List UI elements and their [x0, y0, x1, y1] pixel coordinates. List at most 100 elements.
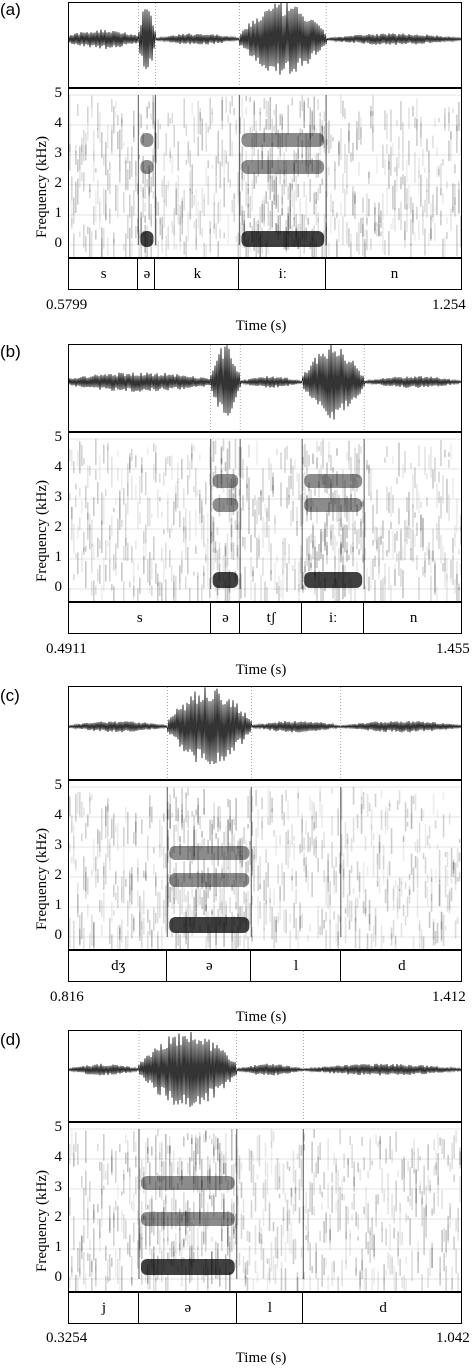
- segment-label: ə: [222, 610, 229, 626]
- formant-band: [140, 1212, 235, 1226]
- formant-band: [304, 474, 363, 488]
- y-tick-label: 4: [54, 807, 63, 823]
- y-tick-label: 0: [54, 927, 63, 943]
- panel-label: (b): [0, 342, 21, 361]
- segment-boundary: [250, 951, 252, 981]
- panel-b: (b) s ə tʃ iː n Frequency (kHz) 0.4911 1.455…: [0, 342, 474, 682]
- y-tick-label: 3: [54, 837, 63, 853]
- spectrogram-box: [68, 780, 462, 950]
- waveform-trace: [69, 345, 461, 420]
- segment-label: ə: [184, 1300, 192, 1316]
- y-tick-label: 0: [54, 235, 63, 251]
- formant-band: [140, 1176, 235, 1190]
- y-tick-label: 3: [54, 145, 63, 161]
- segment-boundary: [239, 603, 241, 633]
- y-tick-label: 2: [54, 519, 63, 535]
- spectrogram: [69, 1128, 461, 1291]
- waveform-trace: [69, 1032, 461, 1107]
- segment-label: ə: [205, 958, 213, 974]
- segment-boundary: [238, 259, 240, 289]
- formant-band: [169, 917, 250, 933]
- segment-boundary: [235, 1293, 237, 1323]
- y-tick-label: 3: [54, 489, 63, 505]
- formant-band: [241, 231, 325, 247]
- x-start-label: 0.3254: [46, 1330, 88, 1346]
- segment-energy: [167, 787, 253, 949]
- waveform: [69, 3, 461, 87]
- segment-energy: [210, 439, 241, 601]
- formant-band: [212, 572, 239, 588]
- formant-band: [212, 474, 239, 488]
- y-tick-label: 2: [54, 175, 63, 191]
- spectrogram: [69, 786, 461, 949]
- segment-energy: [138, 95, 156, 257]
- segment-label: k: [193, 266, 202, 282]
- formant-band: [212, 498, 239, 512]
- segment-label: j: [101, 1300, 107, 1316]
- segment-boundary: [166, 951, 168, 981]
- segment-tier: dʒ ə l d: [68, 950, 462, 982]
- y-tick-label: 1: [54, 1239, 63, 1255]
- waveform-box: [68, 686, 462, 780]
- segment-label: iː: [278, 266, 287, 282]
- panel-a: (a) s ə k iː n Frequency (kHz) 0.5799 1.254 …: [0, 0, 474, 340]
- segment-label: dʒ: [111, 958, 126, 974]
- x-axis-label: Time (s): [235, 662, 287, 678]
- segment-energy: [69, 1129, 139, 1291]
- spectrogram-box: [68, 432, 462, 602]
- segment-label: s: [136, 610, 143, 626]
- formant-band: [169, 873, 250, 887]
- formant-band: [140, 160, 154, 174]
- waveform-box: [68, 344, 462, 432]
- waveform-box: [68, 1030, 462, 1122]
- x-axis-label: Time (s): [235, 1009, 287, 1025]
- spectrogram-box: [68, 1122, 462, 1292]
- segment-energy: [155, 96, 240, 257]
- segment-label: n: [409, 610, 418, 626]
- panel-label: (d): [0, 1030, 21, 1049]
- segment-energy: [69, 791, 169, 949]
- y-tick-label: 4: [54, 115, 63, 131]
- spectrogram-box: [68, 88, 462, 258]
- y-tick-label: 0: [54, 1269, 63, 1285]
- segment-boundary: [325, 259, 327, 289]
- segment-energy: [239, 95, 328, 257]
- x-end-label: 1.254: [432, 297, 466, 313]
- segment-boundary: [137, 259, 139, 289]
- spectrogram: [69, 438, 461, 601]
- waveform-box: [68, 2, 462, 88]
- y-tick-label: 5: [54, 1119, 63, 1135]
- segment-energy: [69, 439, 211, 601]
- segment-boundary: [363, 603, 365, 633]
- segment-energy: [240, 440, 304, 601]
- segment-energy: [138, 1129, 237, 1291]
- formant-band: [140, 1259, 235, 1275]
- y-tick-label: 3: [54, 1179, 63, 1195]
- formant-band: [241, 160, 325, 174]
- x-start-label: 0.5799: [46, 297, 88, 313]
- panel-label: (c): [0, 686, 20, 705]
- y-tick-label: 1: [54, 549, 63, 565]
- x-end-label: 1.455: [436, 641, 470, 657]
- segment-energy: [302, 439, 364, 601]
- y-tick-label: 4: [54, 459, 63, 475]
- formant-band: [304, 498, 363, 512]
- segment-label: l: [267, 1300, 273, 1316]
- x-start-label: 0.4911: [46, 641, 87, 657]
- segment-energy: [236, 1129, 305, 1291]
- x-end-label: 1.412: [432, 989, 466, 1005]
- x-end-label: 1.042: [436, 1330, 470, 1346]
- formant-band: [241, 133, 325, 147]
- waveform: [69, 1031, 461, 1121]
- formant-band: [140, 133, 154, 147]
- y-tick-label: 2: [54, 1209, 63, 1225]
- waveform-trace: [69, 687, 461, 765]
- segment-label: n: [390, 266, 399, 282]
- formant-band: [169, 846, 250, 860]
- segment-boundary: [209, 603, 211, 633]
- y-tick-label: 2: [54, 867, 63, 883]
- waveform: [69, 345, 461, 431]
- segment-boundary: [154, 259, 156, 289]
- segment-boundary: [302, 1293, 304, 1323]
